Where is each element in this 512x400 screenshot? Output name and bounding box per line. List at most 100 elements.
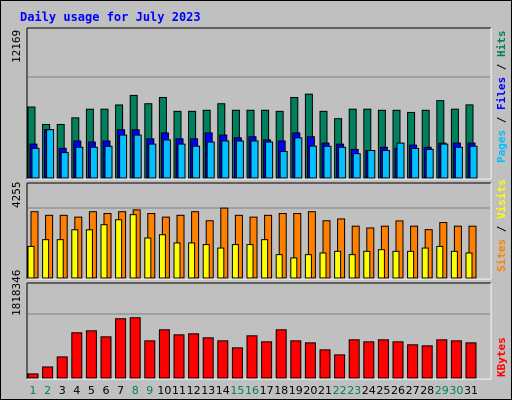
bar-sites-17 [261,239,269,279]
day-label-15: 15 [230,384,244,397]
bar-pages-20 [308,145,317,179]
bar-kbytes-3 [56,356,68,379]
bar-pages-13 [206,141,215,179]
bar-kbytes-15 [231,347,243,379]
bar-kbytes-5 [85,330,97,379]
bar-pages-1 [31,147,40,179]
bar-kbytes-1 [27,373,39,379]
legend-kbytes: KBytes [495,337,508,377]
day-label-17: 17 [260,384,274,397]
bar-pages-4 [75,146,84,179]
bar-kbytes-2 [42,366,54,379]
bar-kbytes-8 [129,317,141,379]
bar-sites-2 [42,239,50,279]
bar-pages-11 [177,143,186,179]
bar-pages-19 [294,137,303,179]
day-label-19: 19 [289,384,303,397]
day-label-10: 10 [157,384,171,397]
bar-pages-9 [148,143,157,179]
y-tick-max-kbytes: 1818346 [10,270,23,316]
bar-kbytes-4 [71,332,83,379]
bar-pages-12 [192,145,201,179]
bar-kbytes-26 [392,341,404,379]
bar-kbytes-18 [275,329,287,379]
legend-visitors: Sites / Visits [495,179,508,272]
legend-sep: / [495,219,508,239]
bar-sites-28 [421,247,429,279]
bar-kbytes-30 [450,340,462,379]
day-label-25: 25 [376,384,390,397]
day-label-1: 1 [30,384,37,397]
bar-sites-21 [319,252,327,279]
bar-kbytes-11 [173,334,185,379]
bar-kbytes-13 [202,337,214,379]
legend-sites: Sites [495,239,508,272]
bar-sites-23 [348,254,356,279]
bar-pages-2 [46,129,55,179]
bar-kbytes-29 [436,339,448,379]
bar-sites-11 [173,242,181,279]
bar-sites-8 [129,214,137,279]
bar-kbytes-16 [246,335,258,379]
bar-pages-5 [89,146,98,179]
day-label-24: 24 [362,384,376,397]
day-label-21: 21 [318,384,332,397]
bar-sites-19 [290,257,298,279]
day-label-7: 7 [117,384,124,397]
bar-pages-8 [133,134,142,179]
bar-kbytes-28 [421,345,433,379]
bar-pages-28 [425,148,434,179]
bar-sites-15 [231,244,239,279]
bar-kbytes-9 [144,340,156,379]
bar-sites-9 [144,237,152,279]
bar-sites-22 [334,250,342,279]
bar-kbytes-14 [217,340,229,379]
bar-pages-31 [469,145,478,179]
bar-kbytes-6 [100,336,112,379]
bar-sites-20 [304,254,312,279]
legend-sep: / [495,110,508,130]
bar-pages-30 [454,146,463,179]
day-label-20: 20 [303,384,317,397]
bar-pages-29 [440,143,449,179]
bar-sites-10 [158,234,166,279]
day-label-27: 27 [406,384,420,397]
day-label-22: 22 [333,384,347,397]
bar-pages-15 [235,140,244,179]
day-label-2: 2 [44,384,51,397]
bar-pages-18 [279,151,288,179]
y-tick-max-usage: 12169 [10,30,23,63]
bar-pages-24 [367,150,376,179]
day-label-23: 23 [347,384,361,397]
bar-kbytes-31 [465,342,477,379]
day-label-16: 16 [245,384,259,397]
bar-sites-7 [115,219,123,279]
bar-kbytes-27 [407,344,419,379]
day-label-4: 4 [73,384,80,397]
bar-pages-25 [381,150,390,179]
legend-sep: / [495,57,508,77]
bar-kbytes-20 [304,342,316,379]
day-label-18: 18 [274,384,288,397]
bar-sites-12 [188,242,196,279]
bar-kbytes-25 [377,339,389,379]
bar-pages-22 [338,146,347,179]
day-label-30: 30 [449,384,463,397]
legend-files: Files [495,77,508,110]
bar-kbytes-21 [319,349,331,379]
bar-kbytes-22 [334,354,346,379]
bar-sites-14 [217,247,225,279]
day-label-28: 28 [420,384,434,397]
bar-sites-31 [465,252,473,279]
legend-usage: Pages / Files / Hits [495,31,508,164]
day-label-13: 13 [201,384,215,397]
bar-pages-21 [323,145,332,179]
day-label-29: 29 [435,384,449,397]
bar-sites-24 [363,250,371,279]
bar-kbytes-10 [158,329,170,379]
legend-pages: Pages [495,130,508,163]
day-label-3: 3 [59,384,66,397]
day-label-5: 5 [88,384,95,397]
